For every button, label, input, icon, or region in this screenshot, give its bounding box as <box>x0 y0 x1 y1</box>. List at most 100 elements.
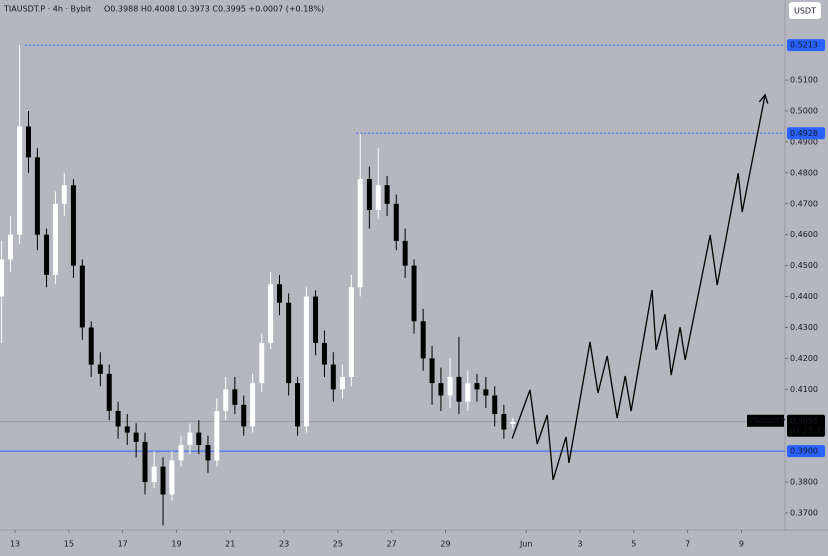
candle-body <box>510 421 516 424</box>
x-tick-label: 3 <box>577 540 582 549</box>
candle-body <box>151 466 157 483</box>
countdown: 03:25:33 <box>790 426 826 435</box>
candle-body <box>44 234 50 275</box>
candle-body <box>492 395 498 415</box>
candle-body <box>88 327 94 365</box>
candle-body <box>438 383 444 396</box>
candle-body <box>205 444 211 461</box>
level-label: 0.5213 <box>790 41 818 50</box>
projection-line <box>511 94 766 481</box>
candle-body <box>52 203 58 275</box>
candle-body <box>142 441 148 483</box>
x-tick-label: 21 <box>225 540 235 549</box>
candle-body <box>169 460 175 495</box>
candle-body <box>241 404 247 427</box>
candle-body <box>474 383 480 390</box>
level-label: 0.3900 <box>790 447 818 456</box>
candle-body <box>339 376 345 390</box>
level-badge <box>787 127 825 140</box>
candle-body <box>384 185 390 204</box>
candle-body <box>375 185 381 210</box>
y-tick-label: 0.4800 <box>790 168 818 177</box>
candle-body <box>420 321 426 359</box>
candle-body <box>447 376 453 396</box>
y-tick-label: 0.4100 <box>790 385 818 394</box>
candle-body <box>79 265 85 328</box>
y-tick-label: 0.4500 <box>790 261 818 270</box>
candle-body <box>429 358 435 384</box>
candle-body <box>61 185 67 204</box>
candle-body <box>465 383 471 402</box>
candle-body <box>124 426 130 433</box>
candle-body <box>501 414 507 430</box>
price-badge <box>787 414 825 437</box>
candle-body <box>456 376 462 402</box>
y-tick-label: 0.4600 <box>790 230 818 239</box>
candle-body <box>286 302 292 384</box>
x-tick-label: 19 <box>171 540 181 549</box>
level-badge <box>787 445 825 458</box>
candle-body <box>26 126 32 158</box>
candle-body <box>133 432 139 442</box>
chart-title: TIAUSDT.P · 4h · Bybit <box>3 5 91 14</box>
y-tick-label: 0.5100 <box>790 76 818 85</box>
candle-body <box>7 234 13 260</box>
y-tick-label: 0.3800 <box>790 478 818 487</box>
candle-body <box>411 265 417 322</box>
candle-body <box>321 342 327 365</box>
x-tick-label: 9 <box>739 540 744 549</box>
candle-body <box>70 185 76 266</box>
candle-body <box>348 287 354 377</box>
candle-body <box>34 157 40 235</box>
projection-arrowhead <box>758 93 769 104</box>
candle-body <box>330 364 336 390</box>
x-tick-label: 27 <box>387 540 397 549</box>
symbol-label: TIAUSDT.P <box>748 417 785 425</box>
x-tick-label: 25 <box>333 540 343 549</box>
x-tick-label: 5 <box>631 540 636 549</box>
candle-body <box>0 259 5 297</box>
x-tick-label: 23 <box>279 540 289 549</box>
candle-body <box>97 364 103 374</box>
candle-body <box>268 284 274 343</box>
candle-body <box>277 284 283 303</box>
candle-body <box>17 126 23 235</box>
candle-body <box>187 432 193 445</box>
candle-body <box>303 296 309 427</box>
level-badge <box>787 39 825 52</box>
x-tick-label: Jun <box>519 540 533 549</box>
x-tick-label: 17 <box>118 540 128 549</box>
candle-body <box>402 240 408 266</box>
candle-body <box>313 296 319 343</box>
y-tick-label: 0.4200 <box>790 354 818 363</box>
candle-body <box>366 179 372 210</box>
y-tick-label: 0.4300 <box>790 323 818 332</box>
candle-body <box>483 389 489 396</box>
candle-body <box>393 203 399 241</box>
candle-body <box>214 410 220 461</box>
x-tick-label: 13 <box>10 540 20 549</box>
candle-body <box>259 342 265 384</box>
currency-button[interactable] <box>789 2 821 19</box>
candle-body <box>295 383 301 427</box>
candle-body <box>250 383 256 427</box>
y-tick-label: 0.4900 <box>790 137 818 146</box>
y-tick-label: 0.4400 <box>790 292 818 301</box>
y-tick-label: 0.3700 <box>790 508 818 517</box>
ohlc-header: O0.3988 H0.4008 L0.3973 C0.3995 +0.0007 … <box>104 5 324 14</box>
candle-body <box>357 179 363 288</box>
y-tick-label: 0.4700 <box>790 199 818 208</box>
symbol-badge <box>747 414 784 427</box>
candle-body <box>160 466 166 495</box>
x-tick-label: 29 <box>440 540 450 549</box>
x-tick-label: 7 <box>685 540 690 549</box>
level-label: 0.4928 <box>790 129 818 138</box>
candle-body <box>232 389 238 405</box>
y-tick-label: 0.5000 <box>790 107 818 116</box>
currency-button-label[interactable]: USDT <box>794 7 816 16</box>
candle-body <box>115 410 121 427</box>
candle-body <box>196 432 202 445</box>
candle-body <box>106 373 112 411</box>
